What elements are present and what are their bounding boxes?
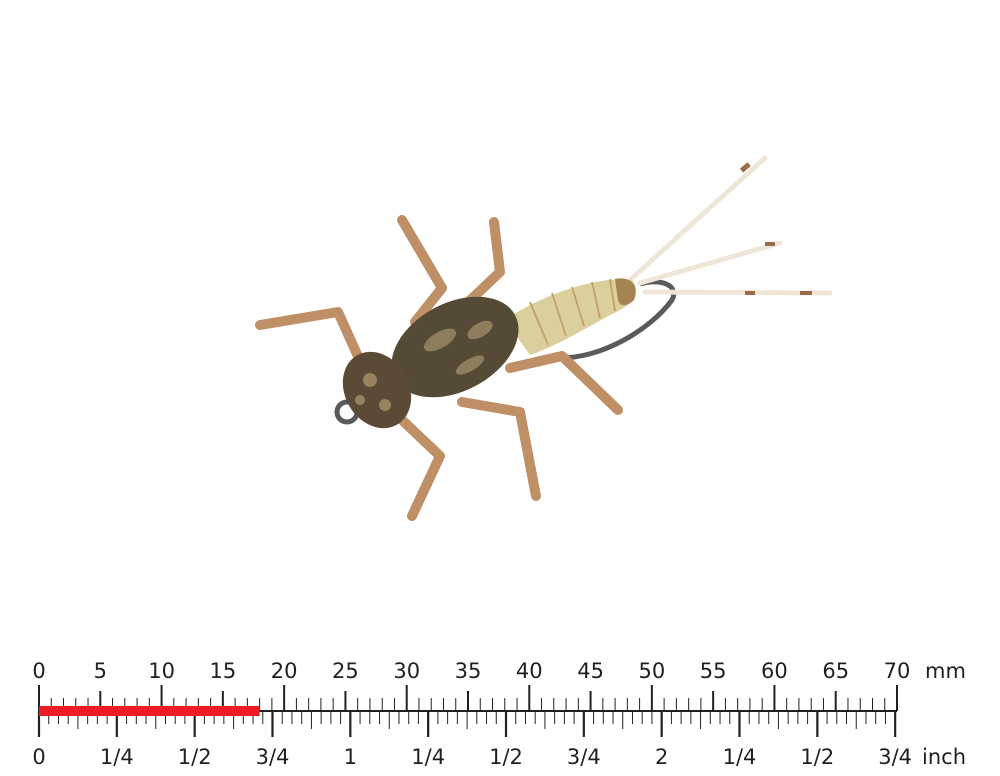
mm-label: 55 (700, 659, 727, 683)
inch-label: 3/4 (878, 745, 912, 769)
mm-label: 25 (332, 659, 359, 683)
mm-unit-label: mm (925, 659, 966, 683)
mm-label: 20 (271, 659, 298, 683)
tails (627, 155, 833, 296)
head-pattern (355, 373, 391, 411)
fly-length-indicator-bar (39, 706, 260, 716)
mm-label: 50 (638, 659, 665, 683)
inch-label: 1/4 (723, 745, 757, 769)
thorax-pattern (423, 320, 493, 375)
inch-label: 0 (32, 745, 45, 769)
abdomen (505, 278, 636, 355)
inch-label: 1/2 (800, 745, 834, 769)
mm-label: 45 (577, 659, 604, 683)
tail-specks (739, 162, 812, 295)
inch-label: 1/4 (100, 745, 134, 769)
mm-label: 30 (393, 659, 420, 683)
inch-unit-label: inch (922, 745, 966, 769)
inch-label: 1/4 (411, 745, 445, 769)
legs (255, 215, 623, 521)
inch-label: 3/4 (567, 745, 601, 769)
inch-label: 1/2 (178, 745, 212, 769)
mm-label: 35 (455, 659, 482, 683)
mm-label: 5 (94, 659, 107, 683)
mm-label: 60 (761, 659, 788, 683)
nymph-fly-photo (255, 155, 833, 521)
mm-label: 10 (148, 659, 175, 683)
inch-label: 1/2 (489, 745, 523, 769)
mm-label: 15 (209, 659, 236, 683)
inch-label: 1 (344, 745, 357, 769)
mm-label: 65 (822, 659, 849, 683)
inch-label: 3/4 (256, 745, 290, 769)
scale-ruler: 0 5 10 15 20 25 30 35 40 45 50 55 60 65 70 mm 0 1/4 1/2 3/4… (32, 659, 966, 769)
head (342, 351, 412, 429)
mm-label: 70 (884, 659, 911, 683)
mm-label: 0 (32, 659, 45, 683)
mm-label: 40 (516, 659, 543, 683)
inch-label: 2 (655, 745, 668, 769)
